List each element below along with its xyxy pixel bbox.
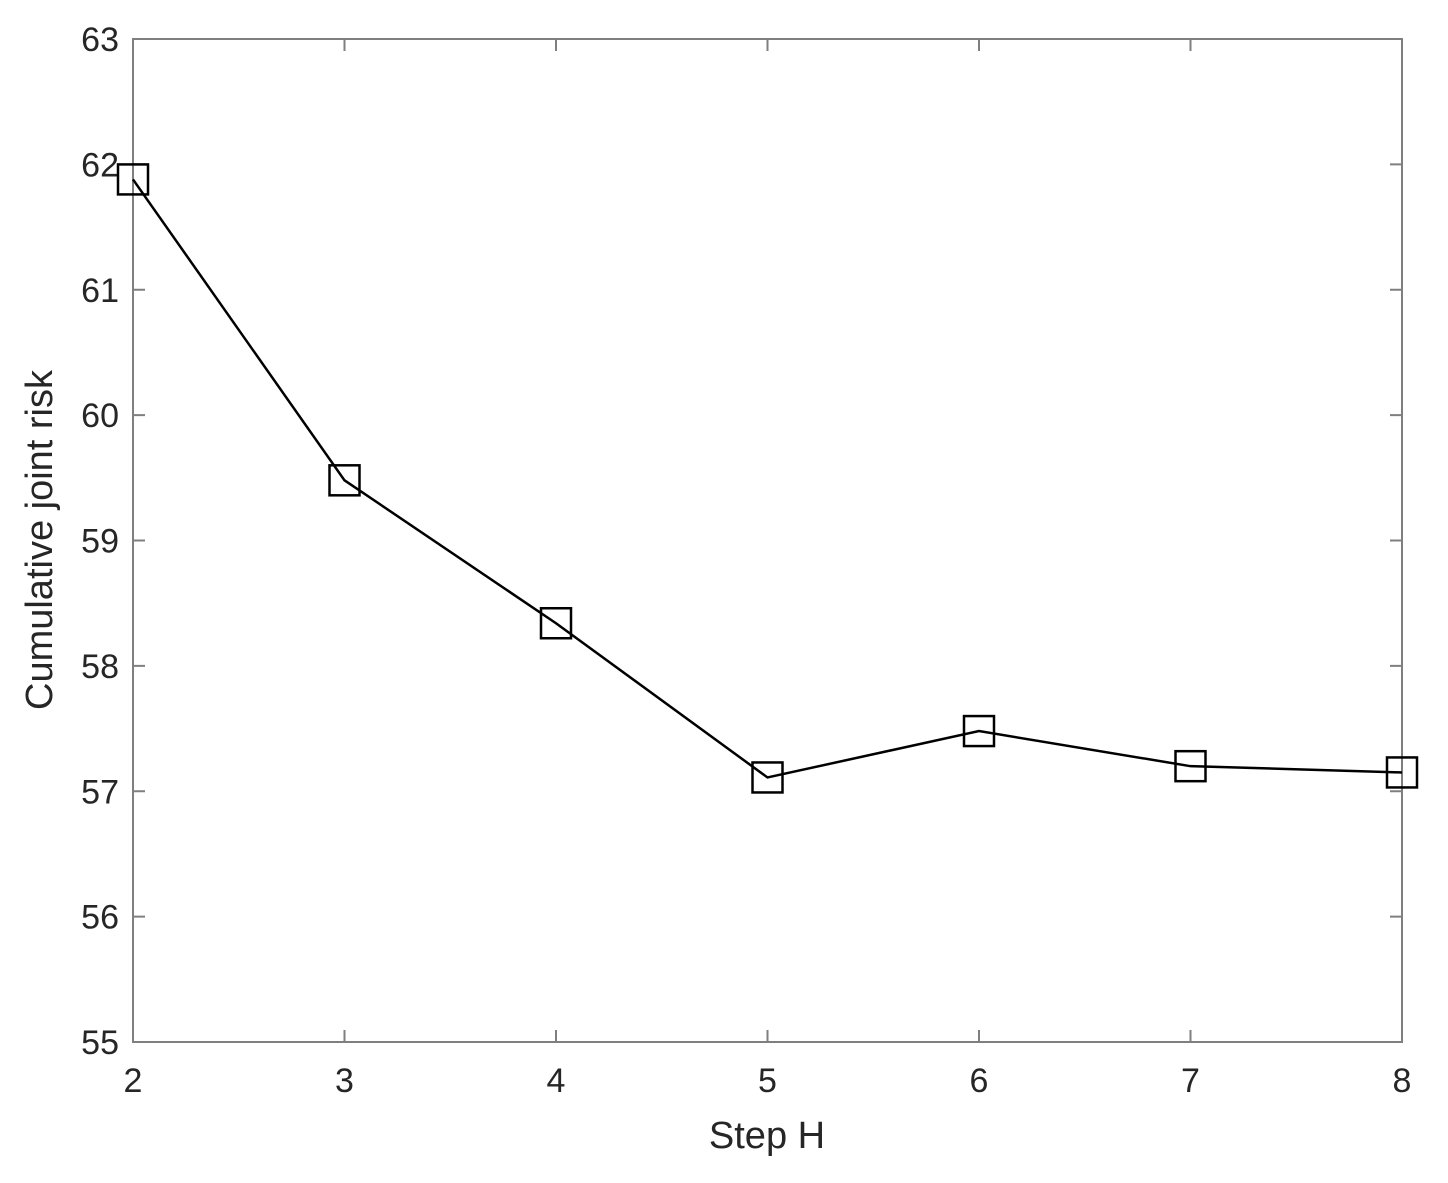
data-point-marker <box>962 714 996 748</box>
plot-area <box>133 39 1402 1042</box>
y-axis-title: Cumulative joint risk <box>19 369 61 710</box>
y-tick-label: 60 <box>81 397 119 435</box>
y-tick-label: 59 <box>81 523 119 561</box>
x-tick-label: 2 <box>124 1062 143 1100</box>
axes-frame <box>132 38 1403 1043</box>
y-tick-label: 57 <box>81 773 119 811</box>
x-tick-label: 3 <box>335 1062 354 1100</box>
series-line <box>131 178 1403 779</box>
x-tick-label: 6 <box>970 1062 989 1100</box>
y-tick-label: 55 <box>81 1024 119 1062</box>
y-tick-label: 63 <box>81 21 119 59</box>
x-tick-label: 4 <box>547 1062 566 1100</box>
data-point-marker <box>1174 749 1207 783</box>
data-point-marker <box>116 163 150 196</box>
data-point-marker <box>328 464 361 497</box>
y-tick-label: 58 <box>81 648 119 686</box>
series-markers <box>116 163 1419 794</box>
y-tick-label: 56 <box>81 899 119 937</box>
x-axis-title: Step H <box>709 1115 825 1157</box>
x-tick-label: 5 <box>758 1062 777 1100</box>
y-tick-label: 62 <box>81 146 119 184</box>
x-tick-labels: 2 3 4 5 6 7 8 <box>124 1062 1412 1100</box>
data-point-marker <box>1385 756 1419 789</box>
y-tick-labels: 55 56 57 58 59 60 61 62 63 <box>81 21 119 1062</box>
data-point-marker <box>539 606 573 640</box>
y-tick-label: 61 <box>81 272 119 310</box>
x-tick-label: 7 <box>1181 1062 1200 1100</box>
data-point-marker <box>751 761 784 794</box>
x-tick-label: 8 <box>1393 1062 1412 1100</box>
